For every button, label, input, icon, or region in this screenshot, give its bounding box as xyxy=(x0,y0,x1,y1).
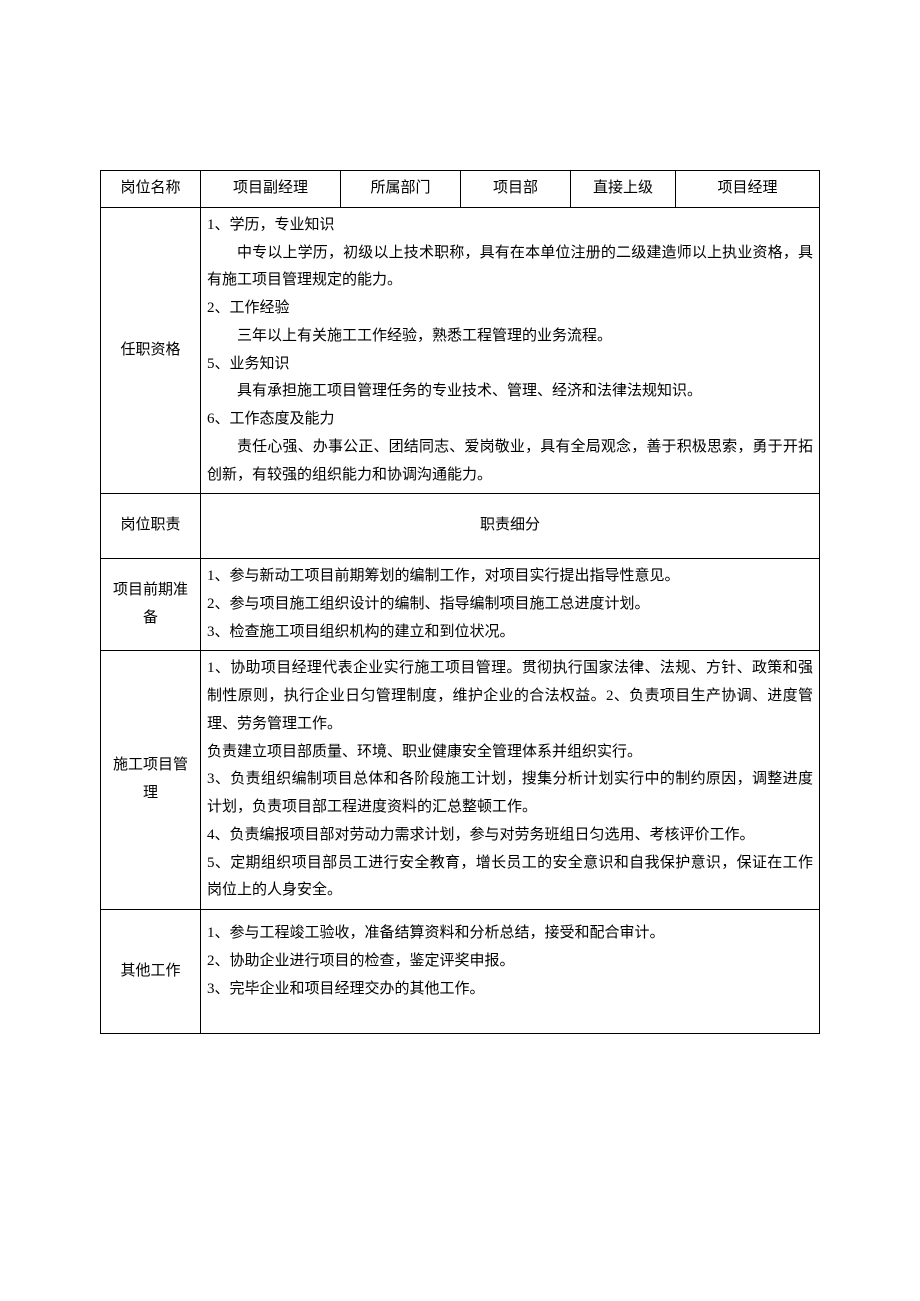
prep-item-3: 3、检查施工项目组织机构的建立和到位状况。 xyxy=(207,619,813,647)
other-content: 1、参与工程竣工验收，准备结算资料和分析总结，接受和配合审计。 2、协助企业进行… xyxy=(201,910,820,1034)
manage-content: 1、协助项目经理代表企业实行施工项目管理。贯彻执行国家法律、法规、方针、政策和强… xyxy=(201,651,820,910)
manage-row: 施工项目管理 1、协助项目经理代表企业实行施工项目管理。贯彻执行国家法律、法规、… xyxy=(101,651,820,910)
qual-item-2-detail: 三年以上有关施工工作经验，熟悉工程管理的业务流程。 xyxy=(207,323,813,351)
manage-item-5: 5、定期组织项目部员工进行安全教育，增长员工的安全意识和自我保护意识，保证在工作… xyxy=(207,850,813,906)
position-label: 岗位名称 xyxy=(101,171,201,208)
other-label: 其他工作 xyxy=(101,910,201,1034)
qualification-label: 任职资格 xyxy=(101,207,201,494)
manage-label: 施工项目管理 xyxy=(101,651,201,910)
qual-item-1-detail: 中专以上学历，初级以上技术职称，具有在本单位注册的二级建造师以上执业资格，具有施… xyxy=(207,240,813,296)
manage-item-4: 4、负责编报项目部对劳动力需求计划，参与对劳务班组日匀选用、考核评价工作。 xyxy=(207,822,813,850)
qualification-row: 任职资格 1、学历，专业知识 中专以上学历，初级以上技术职称，具有在本单位注册的… xyxy=(101,207,820,494)
qual-item-4: 6、工作态度及能力 xyxy=(207,406,813,434)
qual-item-3-detail: 具有承担施工项目管理任务的专业技术、管理、经济和法律法规知识。 xyxy=(207,378,813,406)
prep-row: 项目前期准备 1、参与新动工项目前期筹划的编制工作，对项目实行提出指导性意见。 … xyxy=(101,559,820,651)
supervisor-value: 项目经理 xyxy=(676,171,820,208)
qualification-content: 1、学历，专业知识 中专以上学历，初级以上技术职称，具有在本单位注册的二级建造师… xyxy=(201,207,820,494)
job-description-table: 岗位名称 项目副经理 所属部门 项目部 直接上级 项目经理 任职资格 1、学历，… xyxy=(100,170,820,1034)
qual-item-2: 2、工作经验 xyxy=(207,295,813,323)
other-item-3: 3、完毕企业和项目经理交办的其他工作。 xyxy=(207,976,813,1004)
supervisor-label: 直接上级 xyxy=(571,171,676,208)
duties-header-row: 岗位职责 职责细分 xyxy=(101,494,820,559)
position-value: 项目副经理 xyxy=(201,171,341,208)
manage-item-2: 负责建立项目部质量、环境、职业健康安全管理体系并组织实行。 xyxy=(207,739,813,767)
prep-content: 1、参与新动工项目前期筹划的编制工作，对项目实行提出指导性意见。 2、参与项目施… xyxy=(201,559,820,651)
prep-item-1: 1、参与新动工项目前期筹划的编制工作，对项目实行提出指导性意见。 xyxy=(207,563,813,591)
dept-label: 所属部门 xyxy=(341,171,461,208)
other-item-1: 1、参与工程竣工验收，准备结算资料和分析总结，接受和配合审计。 xyxy=(207,920,813,948)
manage-item-1: 1、协助项目经理代表企业实行施工项目管理。贯彻执行国家法律、法规、方针、政策和强… xyxy=(207,655,813,738)
qual-item-4-detail: 责任心强、办事公正、团结同志、爱岗敬业，具有全局观念，善于积极思索，勇于开拓创新… xyxy=(207,434,813,490)
manage-item-3: 3、负责组织编制项目总体和各阶段施工计划，搜集分析计划实行中的制约原因，调整进度… xyxy=(207,766,813,822)
duties-label: 岗位职责 xyxy=(101,494,201,559)
qual-item-1: 1、学历，专业知识 xyxy=(207,212,813,240)
prep-item-2: 2、参与项目施工组织设计的编制、指导编制项目施工总进度计划。 xyxy=(207,591,813,619)
prep-label: 项目前期准备 xyxy=(101,559,201,651)
duties-breakdown-label: 职责细分 xyxy=(201,494,820,559)
dept-value: 项目部 xyxy=(461,171,571,208)
header-row: 岗位名称 项目副经理 所属部门 项目部 直接上级 项目经理 xyxy=(101,171,820,208)
qual-item-3: 5、业务知识 xyxy=(207,351,813,379)
other-row: 其他工作 1、参与工程竣工验收，准备结算资料和分析总结，接受和配合审计。 2、协… xyxy=(101,910,820,1034)
other-item-2: 2、协助企业进行项目的检查，鉴定评奖申报。 xyxy=(207,948,813,976)
